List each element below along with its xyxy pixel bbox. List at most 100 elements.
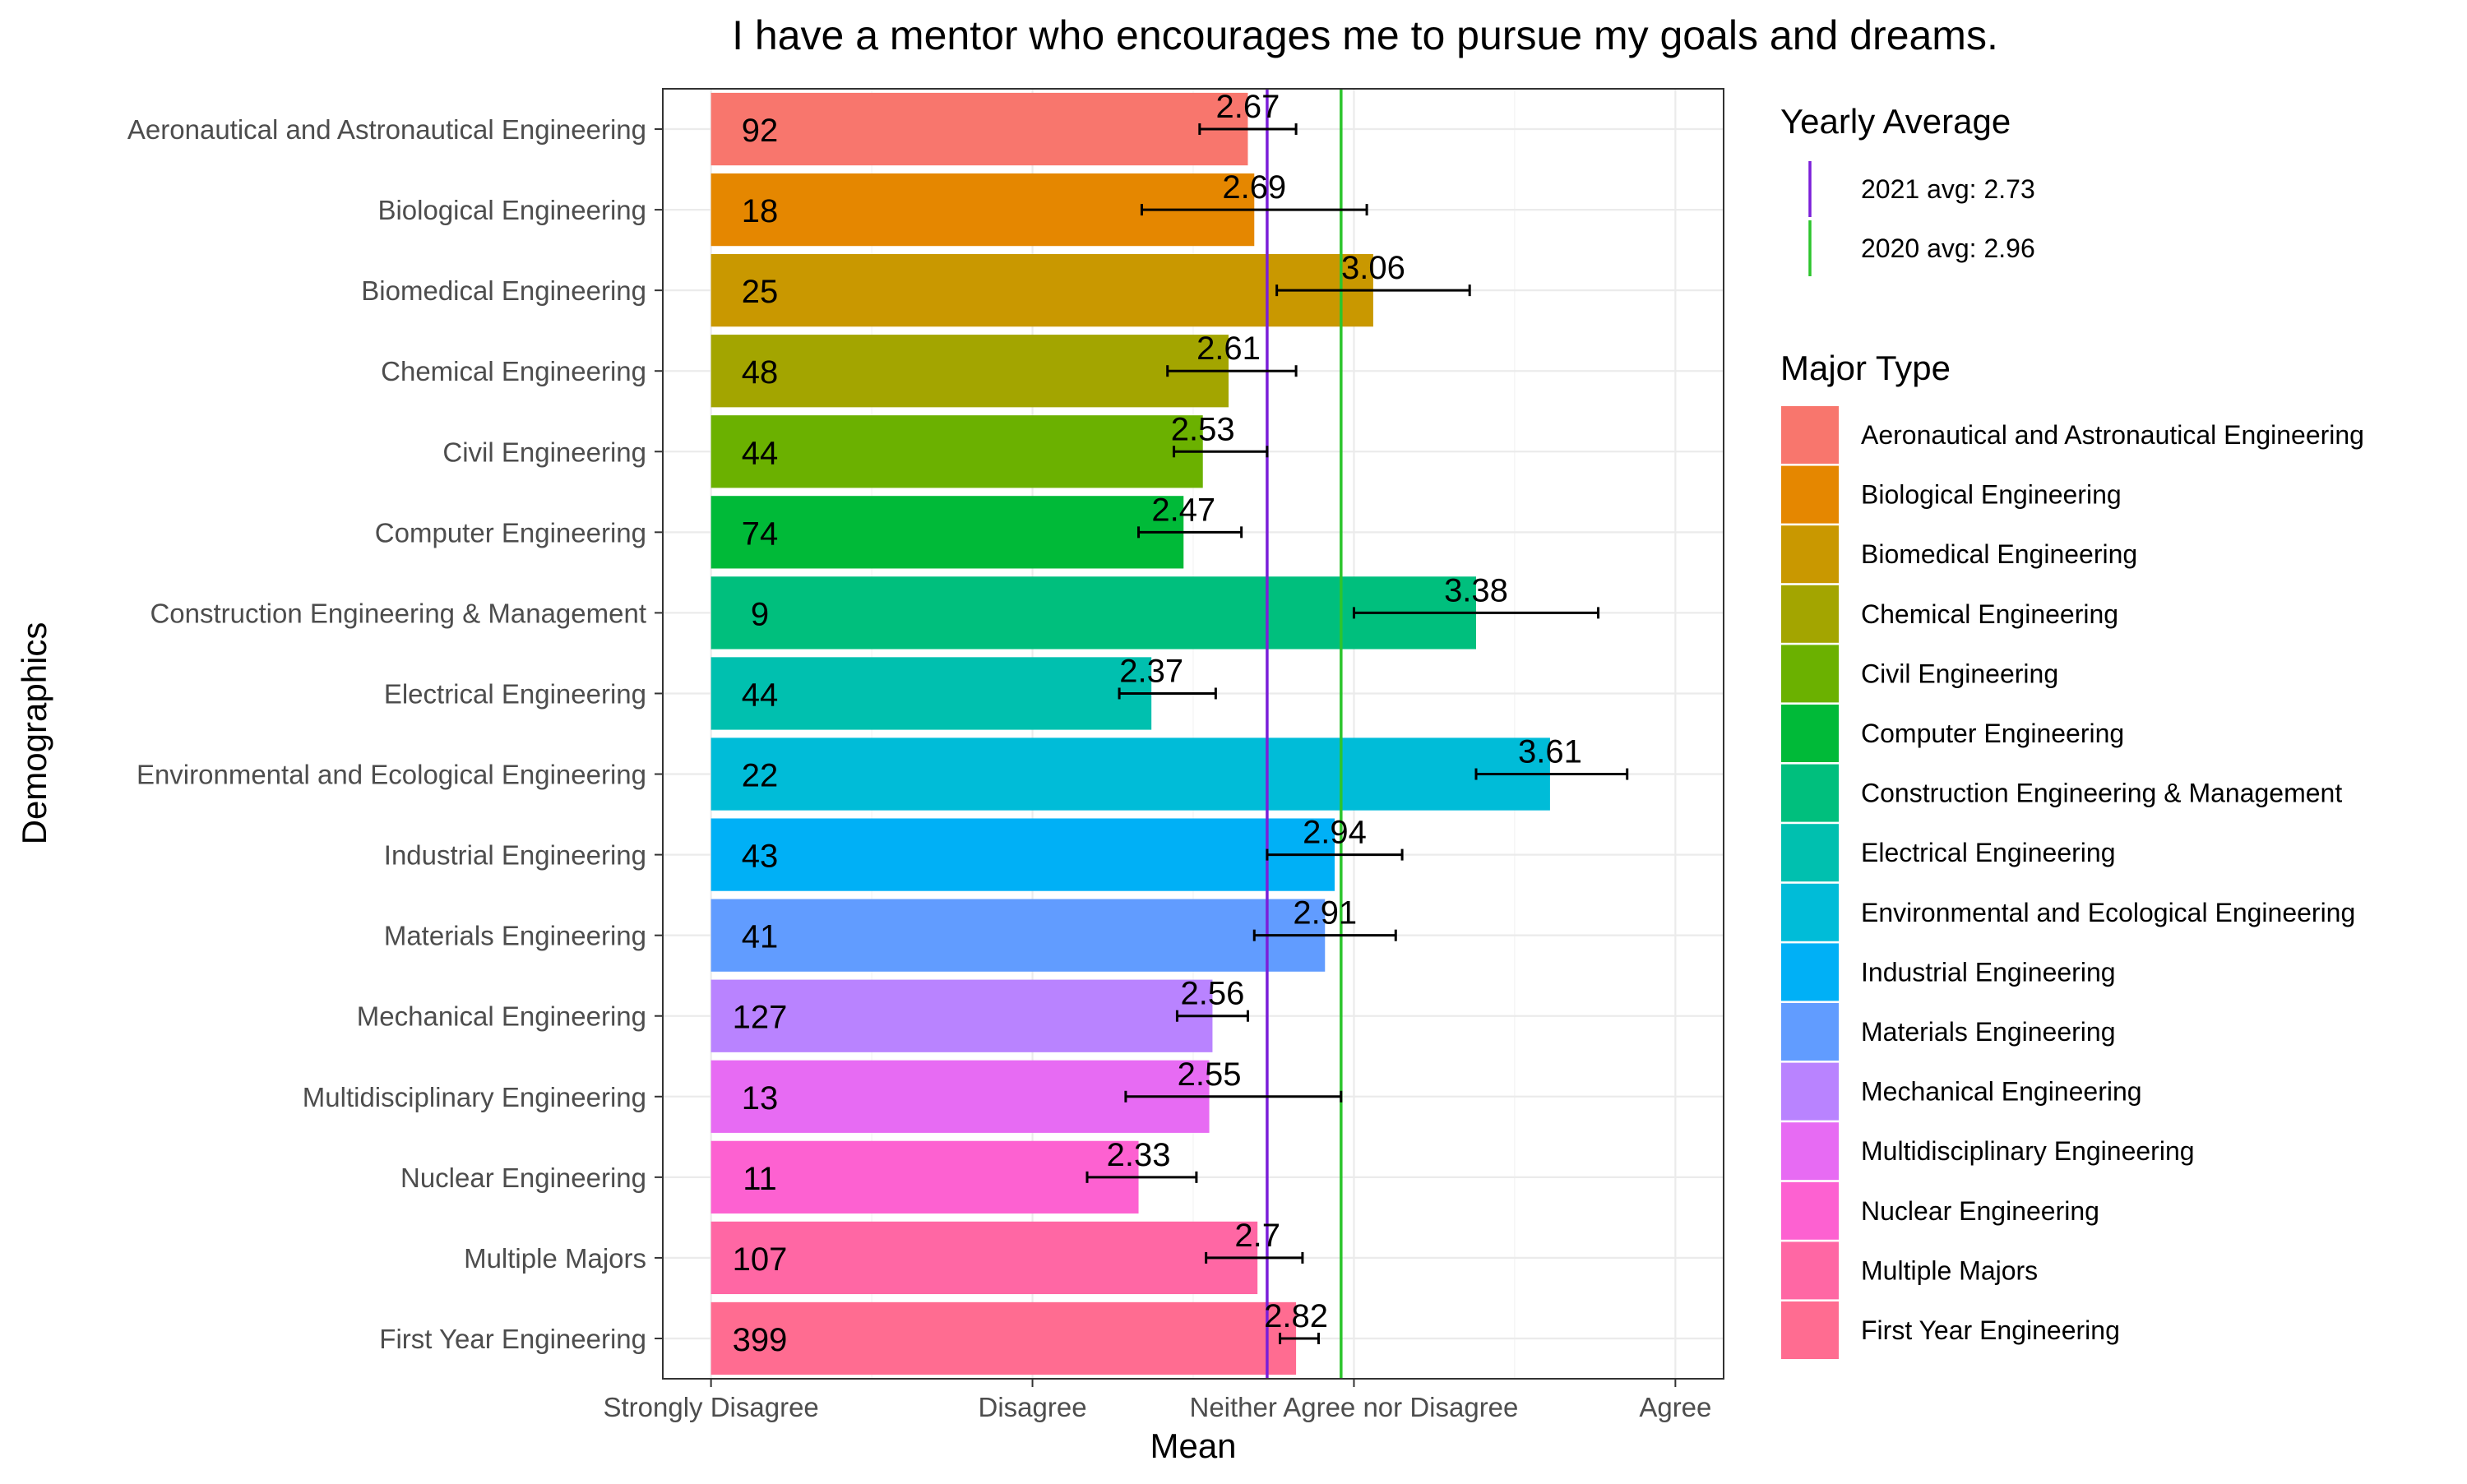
legend-item-label: Biological Engineering [1861,480,2122,510]
legend-key-swatch [1781,1122,1839,1181]
count-label: 399 [733,1322,788,1358]
x-tick-label: Neither Agree nor Disagree [1190,1392,1519,1422]
bar [710,496,1184,569]
legend-key-swatch [1781,1181,1839,1240]
y-axis: Aeronautical and Astronautical Engineeri… [127,114,663,1354]
value-label: 2.56 [1181,976,1245,1012]
legend-item-label: Environmental and Ecological Engineering [1861,898,2355,927]
value-label: 2.67 [1216,89,1280,125]
count-label: 41 [742,919,779,955]
legend-yearly-average-title: Yearly Average [1780,102,2011,141]
value-label: 2.61 [1196,331,1261,367]
count-label: 13 [742,1080,779,1116]
y-tick-label: Nuclear Engineering [400,1163,646,1193]
y-tick-label: Environmental and Ecological Engineering [137,760,646,790]
bar [710,415,1203,488]
legend-key-swatch [1781,585,1839,643]
x-tick-label: Disagree [979,1392,1087,1422]
legend-item-label: 2020 avg: 2.96 [1861,233,2035,263]
bar [710,1221,1258,1295]
bar [710,818,1335,891]
x-axis-title: Mean [1150,1426,1236,1465]
y-tick-label: First Year Engineering [379,1324,646,1354]
x-axis: Strongly Disagree Disagree Neither Agree n… [603,1379,1711,1422]
count-label: 127 [733,1000,788,1036]
legend-major-type: Major Type Aeronautical and Astronautica… [1780,349,2364,1359]
legend-key-swatch [1781,1003,1839,1061]
value-label: 2.69 [1222,169,1286,206]
x-tick-label: Strongly Disagree [603,1392,818,1422]
legend-item-label: Civil Engineering [1861,659,2058,688]
value-label: 2.37 [1119,653,1183,689]
value-label: 3.61 [1518,734,1582,770]
count-label: 48 [742,354,779,391]
value-label: 2.55 [1178,1056,1242,1093]
y-tick-label: Multiple Majors [464,1243,646,1274]
count-label: 44 [742,677,779,713]
legend-item-label: Electrical Engineering [1861,838,2116,867]
y-tick-label: Electrical Engineering [384,678,646,709]
count-label: 92 [742,113,779,149]
count-label: 43 [742,839,779,875]
value-label: 3.38 [1444,572,1508,608]
legend-item-label: Computer Engineering [1861,719,2124,748]
x-tick-label: Agree [1639,1392,1711,1422]
count-label: 74 [742,515,779,552]
legend-item-label: Nuclear Engineering [1861,1196,2099,1226]
count-label: 107 [733,1241,788,1278]
y-tick-label: Computer Engineering [375,517,646,548]
bar [710,92,1248,166]
y-tick-label: Industrial Engineering [384,840,646,871]
y-tick-label: Materials Engineering [384,921,646,951]
plot-border [662,88,1724,1380]
y-tick-label: Mechanical Engineering [357,1001,646,1032]
bar [710,979,1213,1052]
legend-yearly-average: Yearly Average 2021 avg: 2.73 2020 avg: 2… [1780,102,2035,276]
legend-item-label: Chemical Engineering [1861,599,2118,629]
legend-key-swatch [1781,406,1839,464]
y-axis-title: Demographics [15,622,53,845]
legend-item-label: Construction Engineering & Management [1861,779,2342,808]
count-label: 25 [742,274,779,310]
legend-item-label: Industrial Engineering [1861,957,2116,987]
y-tick-label: Aeronautical and Astronautical Engineeri… [127,114,646,145]
bar [710,899,1326,972]
y-tick-label: Civil Engineering [442,437,646,467]
bar [710,657,1152,730]
count-label: 18 [742,193,779,229]
value-label: 2.33 [1107,1137,1171,1173]
legend-key-swatch [1781,645,1839,703]
legend-key-swatch [1781,525,1839,584]
legend-major-type-title: Major Type [1780,349,1951,387]
value-label: 2.53 [1171,411,1235,447]
chart-title: I have a mentor who encourages me to pur… [732,12,1998,58]
legend-item-label: Aeronautical and Astronautical Engineeri… [1861,420,2364,450]
bar [710,335,1229,408]
value-label: 2.7 [1234,1218,1280,1254]
legend-key-swatch [1781,883,1839,941]
legend-key-swatch [1781,1301,1839,1359]
legend-key-swatch [1781,465,1839,524]
value-label: 2.82 [1264,1298,1328,1334]
legend-item-label: Multidisciplinary Engineering [1861,1136,2195,1166]
legend-item-label: Biomedical Engineering [1861,539,2137,569]
error-bar-layer [1085,123,1629,1344]
legend-item-label: Multiple Majors [1861,1255,2038,1285]
bar [710,737,1550,811]
legend-key-swatch [1781,764,1839,822]
bar [710,576,1476,650]
data-label-layer: 2.67 92 2.69 18 3.06 25 2.61 48 2.53 44 2.47 74 3.38… [733,89,1582,1358]
bar [710,1301,1297,1375]
y-tick-label: Construction Engineering & Management [150,598,646,628]
y-tick-label: Biomedical Engineering [361,275,646,306]
legend-item-label: First Year Engineering [1861,1315,2120,1345]
legend-item-label: Mechanical Engineering [1861,1077,2142,1107]
legend-key-swatch [1781,1062,1839,1121]
count-label: 9 [751,596,769,632]
bar-layer [710,92,1550,1375]
reference-line-layer [1266,89,1343,1379]
value-label: 3.06 [1341,250,1405,286]
y-tick-label: Biological Engineering [377,195,646,225]
